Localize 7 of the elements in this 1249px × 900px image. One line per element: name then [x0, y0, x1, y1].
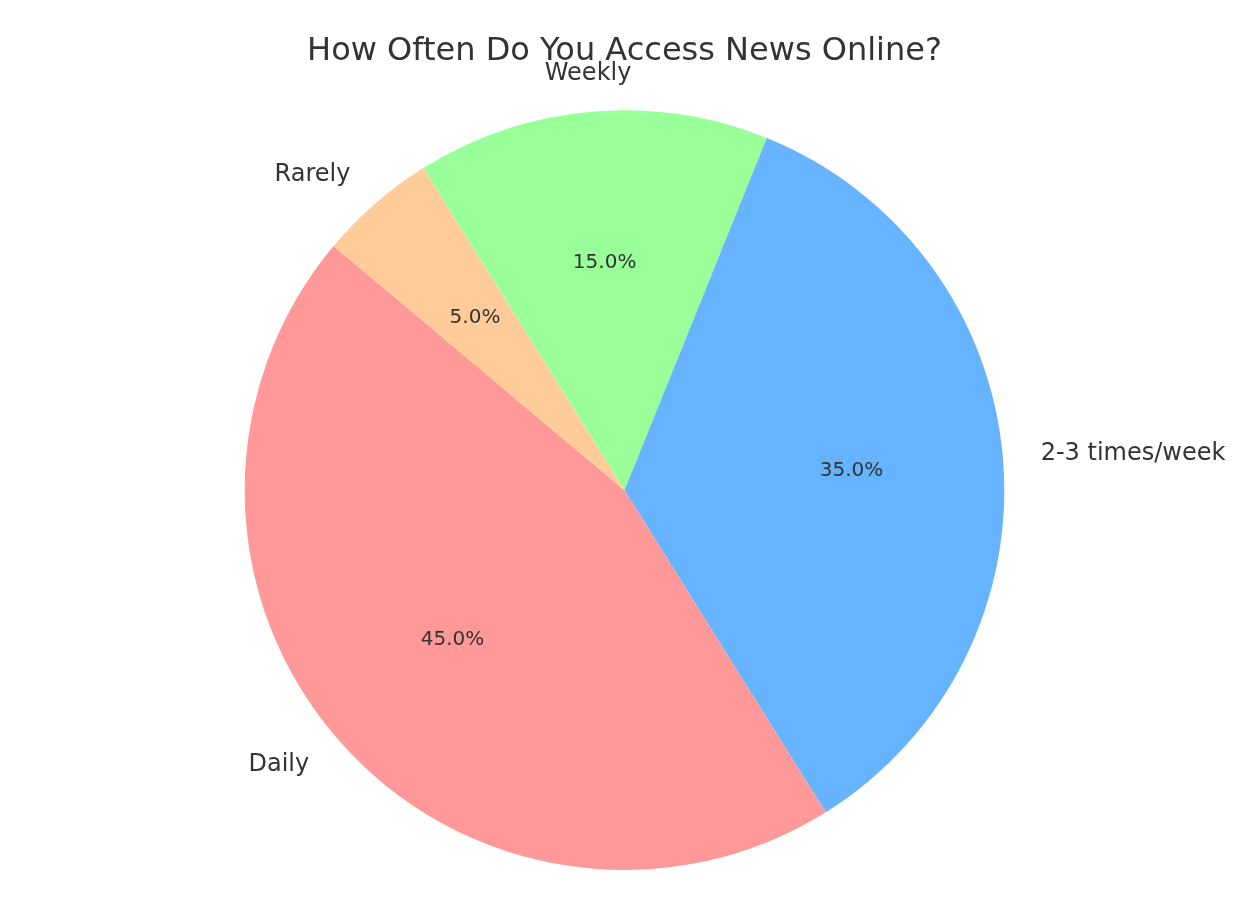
slice-label: 2-3 times/week	[1040, 438, 1226, 467]
slice-label: Rarely	[274, 159, 351, 188]
slice-label: Daily	[248, 748, 310, 777]
data-label: 5.0%	[449, 304, 501, 329]
data-label: 35.0%	[819, 456, 884, 481]
data-label: 15.0%	[572, 249, 637, 274]
data-label: 45.0%	[420, 625, 485, 650]
